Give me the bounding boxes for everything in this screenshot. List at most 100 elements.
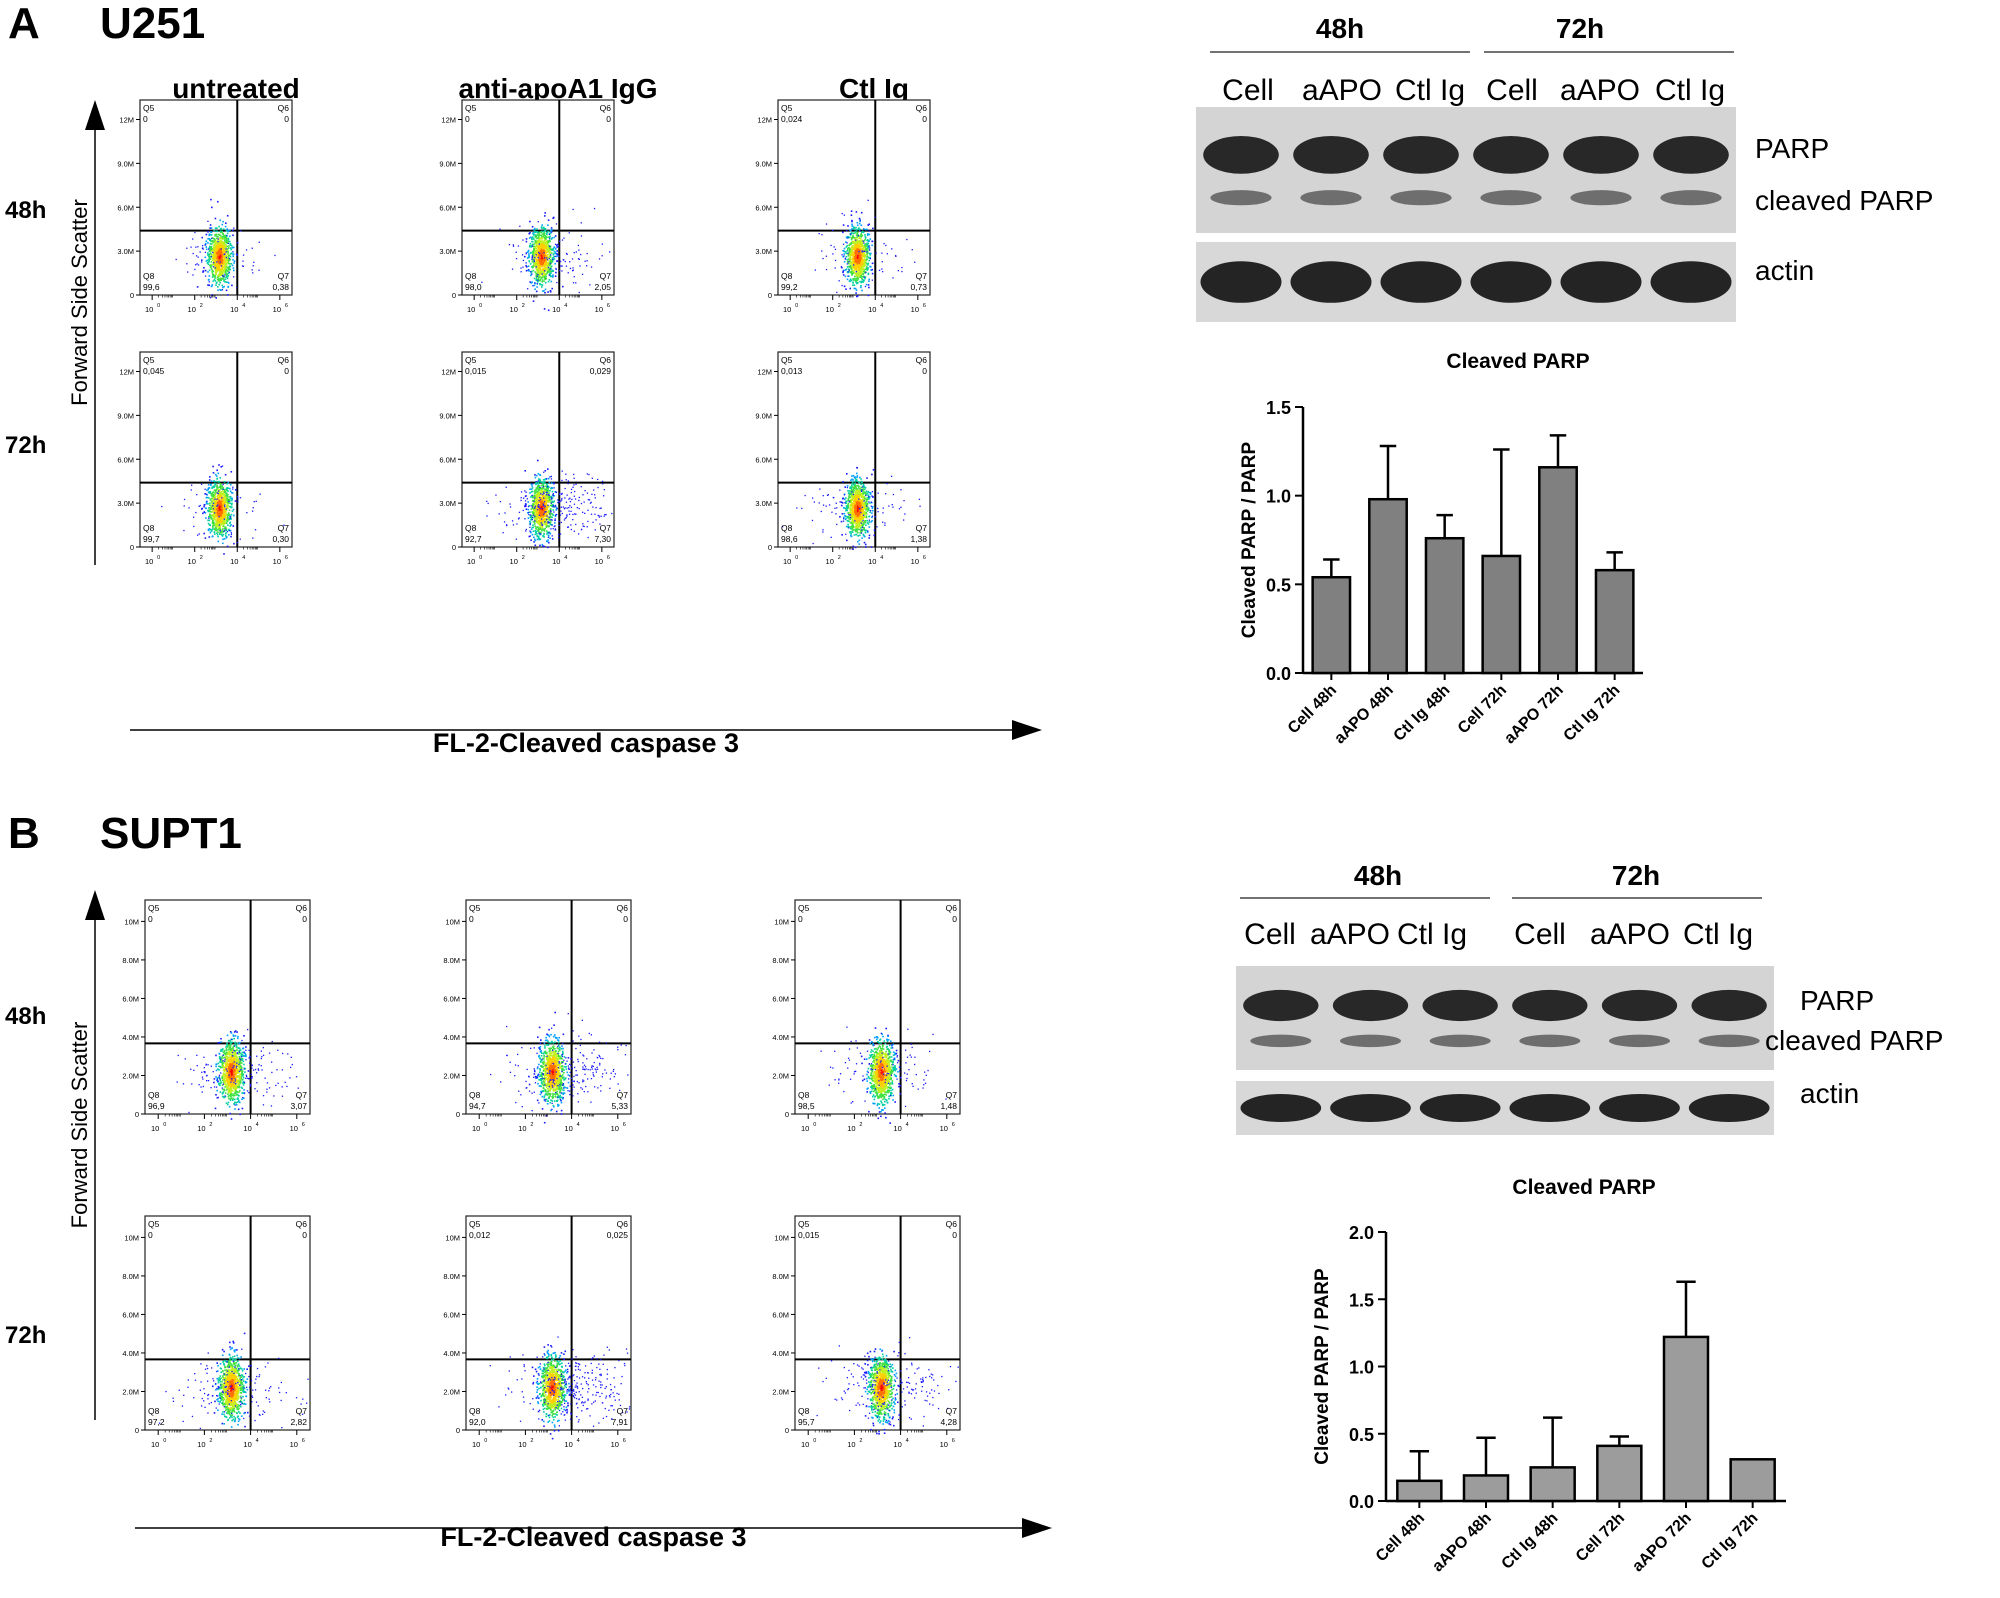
event-dot	[851, 274, 853, 276]
event-dot	[849, 248, 851, 250]
event-dot	[854, 246, 857, 249]
event-dot	[212, 280, 215, 282]
event-dot	[846, 263, 848, 265]
event-dot	[848, 246, 850, 249]
event-dot	[538, 519, 540, 522]
event-dot	[547, 224, 549, 226]
event-dot	[549, 291, 552, 293]
event-dot	[548, 233, 550, 235]
cell-line-title: U251	[100, 0, 205, 48]
event-dot	[535, 528, 538, 530]
quadrant-name-q6: Q6	[278, 355, 290, 365]
event-dot	[548, 492, 550, 494]
event-dot	[216, 469, 218, 472]
event-dot	[557, 243, 559, 246]
event-dot	[537, 265, 540, 267]
event-dot	[856, 277, 859, 280]
event-dot	[849, 253, 851, 256]
quadrant-value-q6: 0	[606, 114, 611, 124]
event-dot	[859, 254, 861, 257]
event-dot	[546, 241, 548, 244]
event-dot	[212, 237, 215, 240]
event-dot	[227, 252, 230, 254]
event-dot	[533, 249, 535, 251]
event-dot	[206, 259, 209, 262]
event-dot	[224, 260, 227, 262]
event-dot	[847, 252, 849, 254]
event-dot	[565, 265, 568, 267]
event-dot	[536, 266, 539, 269]
x-tick-exponent: 0	[157, 555, 160, 561]
event-dot	[221, 233, 224, 235]
event-dot	[216, 257, 218, 260]
event-dot	[226, 252, 229, 254]
event-dot	[239, 497, 242, 499]
event-dot	[535, 278, 538, 281]
event-dot	[228, 271, 230, 273]
event-dot	[219, 288, 221, 291]
event-dot	[559, 240, 561, 242]
event-dot	[857, 268, 860, 271]
event-dot	[517, 245, 520, 247]
quadrant-name-q6: Q6	[278, 103, 290, 113]
event-dot	[538, 247, 540, 250]
event-dot	[547, 539, 549, 541]
event-dot	[218, 278, 220, 280]
event-dot	[210, 246, 213, 249]
event-dot	[227, 490, 229, 492]
y-tick-label: 12M	[757, 116, 772, 125]
event-dot	[822, 257, 824, 260]
event-dot	[208, 259, 210, 262]
event-dot	[848, 275, 850, 277]
event-dot	[544, 276, 547, 279]
event-dot	[229, 490, 232, 493]
event-dot	[871, 279, 873, 281]
event-dot	[225, 256, 227, 259]
event-dot	[220, 289, 222, 292]
event-dot	[208, 281, 210, 283]
event-dot	[565, 252, 568, 255]
event-dot	[214, 508, 216, 510]
event-dot	[274, 254, 276, 257]
event-dot	[547, 468, 549, 470]
event-dot	[218, 256, 221, 258]
event-dot	[553, 252, 555, 255]
event-dot	[224, 278, 227, 280]
event-dot	[209, 231, 212, 233]
event-dot	[850, 233, 852, 235]
x-tick-exponent: 0	[157, 303, 160, 309]
x-tick-label: 10	[868, 305, 876, 314]
event-dot	[534, 530, 537, 532]
event-dot	[549, 247, 552, 250]
event-dot	[209, 249, 211, 252]
event-dot	[867, 264, 869, 266]
event-dot	[858, 222, 861, 225]
event-dot	[226, 234, 228, 237]
event-dot	[584, 260, 586, 262]
event-dot	[214, 277, 217, 279]
event-dot	[548, 274, 550, 276]
event-dot	[215, 259, 218, 261]
event-dot	[219, 281, 221, 284]
event-dot	[546, 251, 548, 253]
event-dot	[205, 240, 208, 242]
event-dot	[856, 279, 859, 282]
event-dot	[871, 244, 873, 247]
x-tick-exponent: 2	[522, 303, 525, 309]
event-dot	[528, 232, 530, 235]
event-dot	[219, 520, 222, 522]
event-dot	[536, 240, 539, 243]
event-dot	[227, 512, 230, 514]
event-dot	[866, 243, 868, 246]
event-dot	[191, 484, 193, 486]
event-dot	[221, 465, 224, 467]
event-dot	[252, 265, 254, 267]
event-dot	[533, 509, 535, 512]
event-dot	[220, 488, 222, 490]
event-dot	[197, 246, 199, 248]
event-dot	[541, 275, 544, 277]
event-dot	[225, 533, 227, 535]
event-dot	[868, 259, 870, 262]
event-dot	[215, 271, 217, 273]
event-dot	[193, 525, 195, 528]
